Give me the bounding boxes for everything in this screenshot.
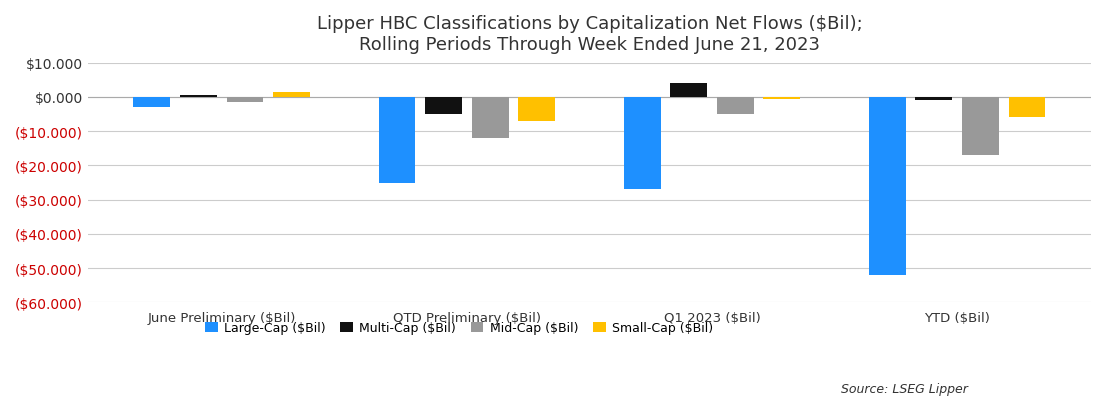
Bar [425, 98, 462, 115]
Bar [134, 98, 170, 108]
Text: Source: LSEG Lipper: Source: LSEG Lipper [841, 382, 968, 395]
Bar [227, 98, 263, 103]
Bar [962, 98, 999, 156]
Bar [472, 98, 509, 139]
Bar [378, 98, 416, 183]
Bar [519, 98, 555, 121]
Title: Lipper HBC Classifications by Capitalization Net Flows ($Bil);
Rolling Periods T: Lipper HBC Classifications by Capitaliza… [316, 15, 863, 54]
Bar [869, 98, 906, 275]
Bar [1009, 98, 1045, 118]
Bar [273, 92, 310, 98]
Bar [916, 98, 952, 101]
Bar [763, 98, 801, 99]
Bar [180, 96, 217, 98]
Legend: Large-Cap ($Bil), Multi-Cap ($Bil), Mid-Cap ($Bil), Small-Cap ($Bil): Large-Cap ($Bil), Multi-Cap ($Bil), Mid-… [200, 317, 718, 339]
Bar [670, 84, 707, 98]
Bar [717, 98, 753, 115]
Bar [624, 98, 660, 190]
